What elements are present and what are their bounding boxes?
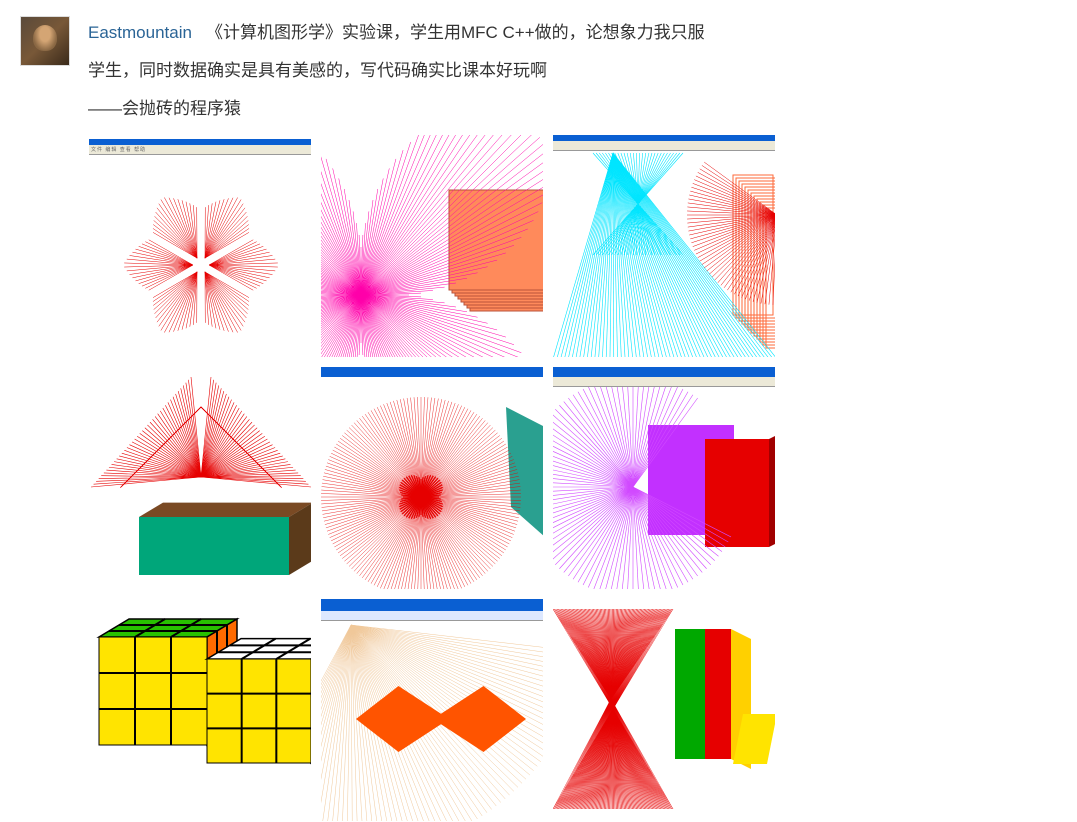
username-link[interactable]: Eastmountain (88, 23, 192, 42)
window-toolbar (321, 611, 543, 621)
post-container: Eastmountain 《计算机图形学》实验课，学生用MFC C++做的，论想象… (0, 0, 1077, 822)
avatar[interactable] (20, 16, 70, 66)
window-toolbar (553, 141, 775, 151)
graphic-canvas (321, 135, 544, 358)
post-content: Eastmountain 《计算机图形学》实验课，学生用MFC C++做的，论想象… (88, 16, 1057, 822)
graphic-canvas (89, 367, 312, 590)
graphic-canvas (321, 367, 544, 590)
gallery-thumb[interactable]: 文件 编辑 查看 帮助 (88, 134, 312, 358)
graphic-canvas (553, 599, 776, 822)
graphic-canvas (321, 599, 544, 822)
graphic-canvas (89, 135, 312, 358)
gallery-thumb[interactable] (88, 366, 312, 590)
post-text: Eastmountain 《计算机图形学》实验课，学生用MFC C++做的，论想象… (88, 16, 1057, 50)
image-gallery: 文件 编辑 查看 帮助 (88, 134, 1057, 822)
graphic-canvas (89, 599, 312, 822)
window-toolbar: 文件 编辑 查看 帮助 (89, 145, 311, 155)
window-titlebar (321, 367, 543, 377)
body-line-1: 《计算机图形学》实验课，学生用MFC C++做的，论想象力我只服 (206, 23, 705, 42)
gallery-thumb[interactable] (320, 366, 544, 590)
graphic-canvas (553, 135, 776, 358)
graphic-canvas (553, 367, 776, 590)
window-titlebar (321, 599, 543, 611)
body-line-2: 学生，同时数据确实是具有美感的，写代码确实比课本好玩啊 (88, 54, 1057, 88)
window-toolbar (553, 377, 775, 387)
gallery-thumb[interactable] (552, 366, 776, 590)
gallery-thumb[interactable] (552, 598, 776, 822)
gallery-thumb[interactable] (88, 598, 312, 822)
gallery-thumb[interactable] (552, 134, 776, 358)
window-titlebar (553, 367, 775, 377)
gallery-thumb[interactable] (320, 134, 544, 358)
gallery-thumb[interactable] (320, 598, 544, 822)
signature: ——会抛砖的程序猿 (88, 92, 1057, 126)
